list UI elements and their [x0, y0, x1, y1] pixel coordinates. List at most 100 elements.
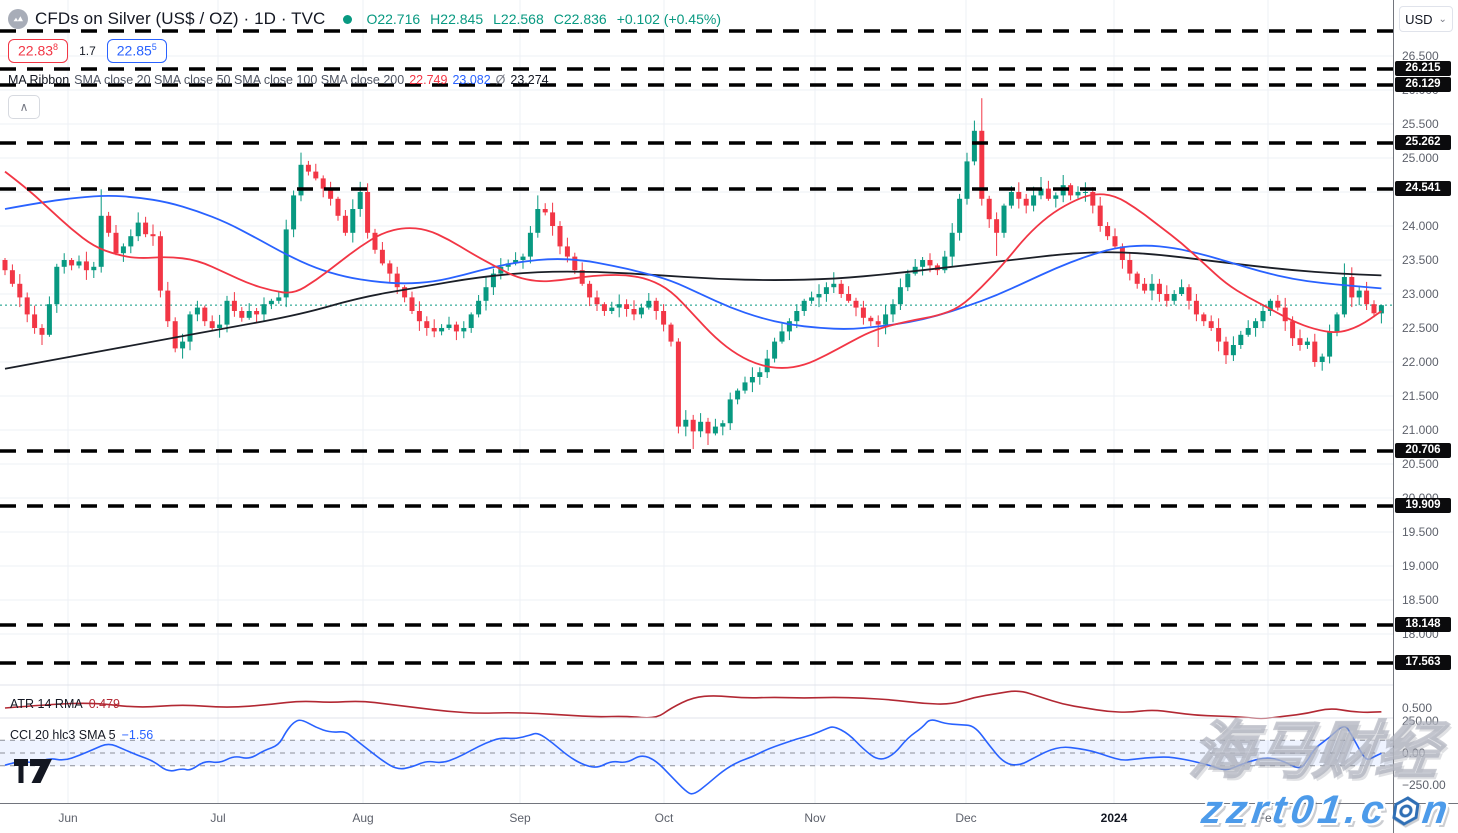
candle: [764, 349, 770, 378]
price-level-badge: 20.706: [1395, 443, 1451, 458]
candle: [587, 280, 593, 307]
candle: [905, 269, 911, 292]
candle: [638, 303, 644, 319]
candle: [69, 258, 75, 271]
time-axis[interactable]: Jun Jul Aug Sep Oct Nov Dec 2024 Feb: [0, 803, 1458, 833]
candle: [439, 324, 445, 336]
ma-value-3: 23.274: [510, 72, 549, 87]
tradingview-logo-icon[interactable]: [14, 758, 52, 784]
price-axis-label: 25.500: [1402, 117, 1439, 131]
currency-selector-button[interactable]: USD ⌄: [1399, 6, 1453, 32]
candle: [246, 303, 252, 320]
candle: [476, 295, 482, 318]
candle: [2, 258, 8, 276]
candle: [76, 255, 82, 269]
symbol-title[interactable]: CFDs on Silver (US$ / OZ) · 1D · TVC: [35, 9, 326, 28]
candle: [261, 297, 267, 322]
candle: [853, 297, 859, 317]
candle: [305, 160, 311, 176]
candle: [461, 321, 467, 339]
collapse-legend-button[interactable]: ∧: [8, 94, 40, 119]
candle: [957, 193, 963, 241]
candle: [424, 316, 430, 336]
close-value: 22.836: [563, 11, 607, 27]
candle: [1282, 297, 1288, 331]
atr-value: 0.479: [88, 697, 120, 711]
candle: [631, 300, 637, 321]
candle: [1216, 318, 1222, 352]
candle: [157, 231, 163, 298]
time-axis-label: Sep: [509, 811, 531, 825]
candle: [202, 305, 208, 327]
chart-legend: CFDs on Silver (US$ / OZ) · 1D · TVC O22…: [8, 6, 721, 119]
candle: [579, 262, 585, 286]
candle: [1378, 304, 1384, 324]
candle: [32, 305, 38, 334]
candle: [1156, 278, 1162, 302]
candle: [816, 284, 822, 308]
candle: [1149, 274, 1155, 301]
candle: [897, 278, 903, 310]
candle: [320, 175, 326, 198]
candle: [624, 299, 630, 317]
candle: [91, 261, 97, 278]
atr-legend[interactable]: ATR 14 RMA 0.479: [10, 697, 120, 711]
candle: [224, 295, 230, 333]
candle: [446, 316, 452, 330]
price-axis-label: 23.000: [1402, 287, 1439, 301]
sell-price-button[interactable]: 22.838: [8, 39, 69, 63]
candle: [416, 301, 422, 331]
cci-axis-label: 0.00: [1402, 746, 1426, 760]
price-axis-label: 25.000: [1402, 151, 1439, 165]
buy-price-button[interactable]: 22.855: [106, 39, 167, 63]
atr-line: [4, 690, 1382, 720]
candle: [1112, 228, 1118, 249]
candle: [1164, 285, 1170, 307]
candle: [823, 282, 829, 302]
time-axis-label: Feb: [1257, 811, 1279, 825]
candle: [453, 321, 459, 341]
candle: [542, 203, 548, 216]
ma-value-2: 23.082: [452, 72, 491, 87]
symbol-row[interactable]: CFDs on Silver (US$ / OZ) · 1D · TVC O22…: [8, 6, 721, 32]
ma-ribbon-row[interactable]: MA Ribbon SMA close 20 SMA close 50 SMA …: [8, 73, 721, 87]
candle: [1230, 336, 1236, 361]
candle: [735, 388, 741, 405]
candle: [550, 202, 556, 236]
time-axis-label: 2024: [1100, 811, 1128, 825]
candle: [342, 210, 348, 236]
candle: [742, 376, 748, 394]
candle: [1016, 182, 1022, 209]
sma-slow-black: [4, 251, 1382, 370]
candle: [846, 286, 852, 303]
time-axis-label: Nov: [804, 811, 826, 825]
candle: [690, 414, 696, 449]
candle: [535, 195, 541, 238]
candle: [705, 417, 711, 445]
candle: [601, 302, 607, 316]
candle: [1223, 336, 1229, 364]
cci-legend[interactable]: CCI 20 hlc3 SMA 5 −1.56: [10, 728, 153, 742]
time-axis-label: Jul: [210, 811, 226, 825]
candle: [779, 323, 785, 344]
candle: [283, 219, 289, 308]
price-level-badge: 26.215: [1395, 61, 1451, 76]
candle: [594, 290, 600, 311]
candle: [83, 251, 89, 280]
price-axis[interactable]: USD⌄ 26.50026.00025.50025.00024.00023.50…: [1393, 0, 1458, 803]
candle: [1260, 304, 1266, 328]
price-axis-label: 24.000: [1402, 219, 1439, 233]
market-status-icon[interactable]: [343, 14, 353, 24]
candle: [712, 418, 718, 436]
candle: [431, 319, 437, 338]
candle: [1075, 186, 1081, 199]
candle: [106, 211, 112, 237]
silver-symbol-icon: [8, 9, 28, 29]
candle: [180, 333, 186, 359]
sma-fast-red: [4, 170, 1382, 369]
hex-nut-icon: [1392, 795, 1420, 826]
candle: [668, 322, 674, 347]
candle: [313, 163, 319, 181]
